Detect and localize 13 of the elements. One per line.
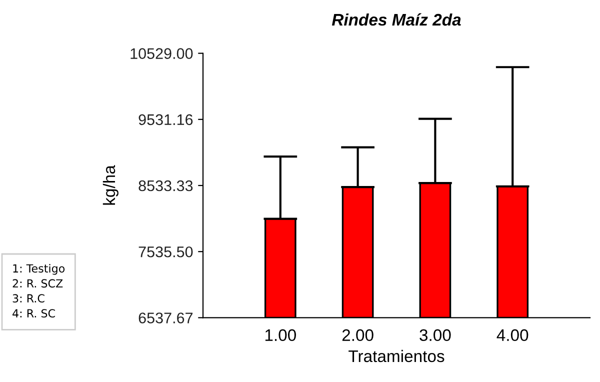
x-tick-label: 1.00 — [265, 329, 296, 342]
y-tick-label: 10529.00 — [130, 48, 193, 59]
x-tick-label: 2.00 — [342, 329, 374, 342]
x-tick-label: 4.00 — [496, 329, 528, 342]
text: 1: Testigo 2: R. SCZ 3: R.C 4: R. SC — [12, 264, 65, 318]
y-axis-title: kg/ha — [102, 165, 118, 205]
y-tick-label: 7535.50 — [138, 246, 193, 258]
y-tick-label: 8533.33 — [138, 180, 193, 192]
x-tick-label: 3.00 — [420, 329, 451, 342]
x-axis-title: Tratamientos — [348, 350, 444, 362]
y-tick-label: 6537.67 — [138, 312, 193, 324]
y-tick-label: 9531.16 — [138, 114, 193, 126]
chart-title: Rindes Maíz 2da — [332, 13, 461, 26]
